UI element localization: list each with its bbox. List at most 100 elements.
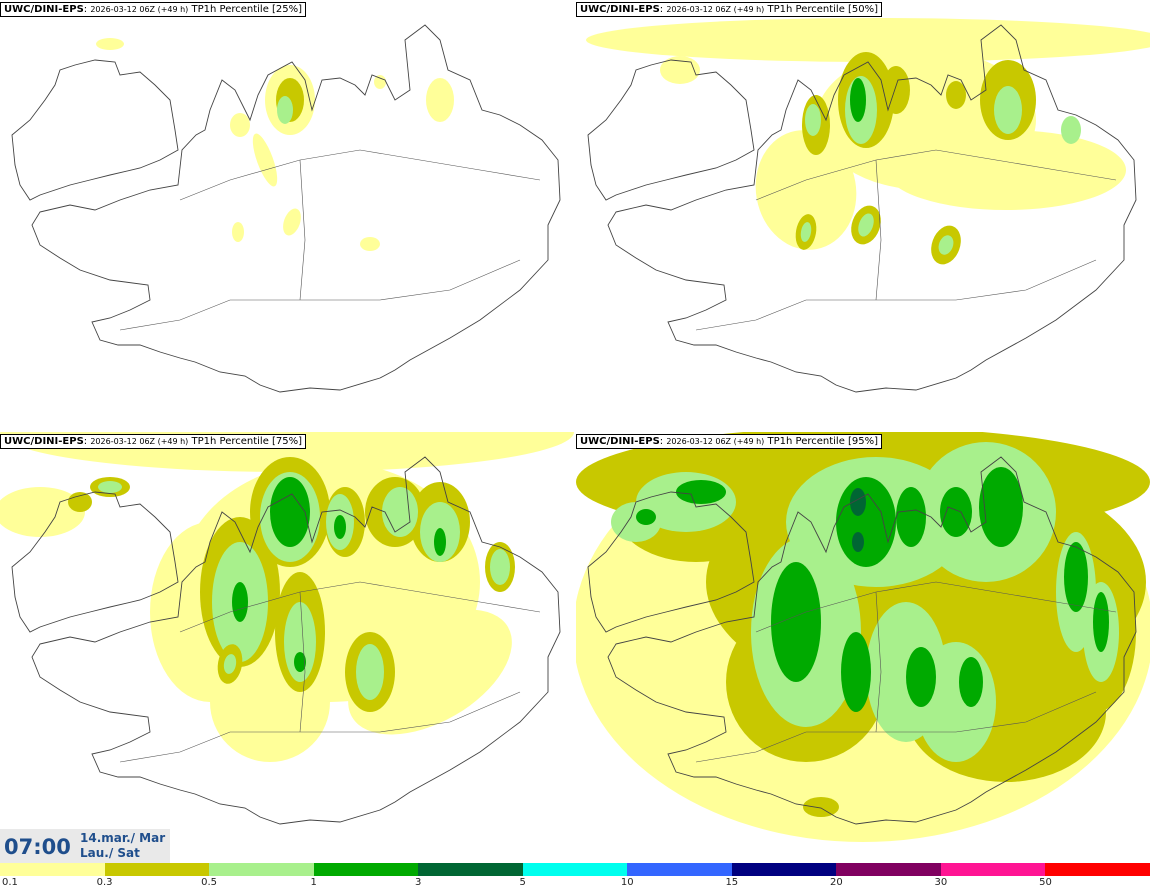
panel-source: UWC/DINI-EPS (4, 436, 84, 447)
road-line (755, 581, 1117, 633)
legend-label: 0.5 (201, 877, 218, 888)
precip-cell (356, 644, 384, 700)
precip-cell (270, 477, 310, 547)
precip-cell (660, 56, 700, 84)
panel-p75: UWC/DINI-EPS: 2026-03-12 06Z (+49 h) TP1… (0, 432, 574, 864)
precip-cell (223, 654, 237, 674)
valid-date-line1: 14.mar./ Mar (80, 831, 166, 845)
precip-cell (294, 652, 306, 672)
legend-swatch (1045, 863, 1150, 876)
precip-cell (858, 213, 874, 237)
color-legend-labels: 0.1 0.3 0.5 1 3 5 10 15 20 30 50 (0, 877, 1150, 891)
island-outline (607, 456, 1137, 825)
precip-cell (800, 222, 812, 242)
precip-cell (252, 133, 278, 187)
panel-field: TP1h Percentile [50%] (767, 4, 879, 15)
panel-run: 2026-03-12 06Z (+49 h) (90, 437, 189, 446)
precip-cell (896, 487, 926, 547)
precip-cell (850, 78, 866, 122)
island-outline (31, 24, 561, 393)
precip-cell (98, 481, 122, 493)
precip-cell (426, 78, 454, 122)
precip-cell (940, 487, 972, 537)
precip-cell (1064, 542, 1088, 612)
legend-swatch (522, 863, 628, 876)
precip-cell (636, 509, 656, 525)
legend-label: 50 (1039, 877, 1052, 888)
legend-label: 20 (829, 877, 843, 888)
precip-cell (852, 532, 864, 552)
legend-swatch (104, 863, 210, 876)
westfjords-outline (587, 491, 755, 633)
legend-label: 5 (519, 877, 526, 888)
precip-cell (382, 487, 418, 537)
panel-p25: UWC/DINI-EPS: 2026-03-12 06Z (+49 h) TP1… (0, 0, 574, 432)
panel-p50: UWC/DINI-EPS: 2026-03-12 06Z (+49 h) TP1… (576, 0, 1150, 432)
legend-swatch (418, 863, 523, 876)
precip-cell (946, 81, 966, 109)
legend-swatch (731, 863, 837, 876)
legend-label: 10 (620, 877, 634, 888)
precip-cell (586, 18, 1150, 62)
precip-cell (490, 549, 510, 585)
westfjords-outline (587, 59, 755, 201)
precip-cell (1093, 592, 1109, 652)
legend-swatch (209, 863, 314, 876)
precip-cell (277, 96, 293, 124)
panel-title: UWC/DINI-EPS: 2026-03-12 06Z (+49 h) TP1… (0, 2, 307, 17)
panel-field: TP1h Percentile [95%] (767, 436, 879, 447)
panel-title: UWC/DINI-EPS: 2026-03-12 06Z (+49 h) TP1… (576, 434, 883, 449)
panel-run: 2026-03-12 06Z (+49 h) (666, 5, 765, 14)
legend-label: 0.1 (2, 877, 18, 888)
panel-source: UWC/DINI-EPS (580, 436, 660, 447)
precip-cell (232, 582, 248, 622)
precip-cell (886, 130, 1126, 210)
legend-swatch (0, 863, 105, 876)
precip-cell (334, 515, 346, 539)
road-line (299, 159, 306, 301)
precip-cell (959, 657, 983, 707)
precip-cell (374, 75, 386, 89)
precip-cell (771, 562, 821, 682)
road-line (875, 159, 882, 301)
precip-cell (755, 130, 857, 250)
precip-cell (803, 797, 839, 817)
legend-label: 0.3 (96, 877, 113, 888)
precip-cell (938, 235, 954, 255)
panel-source: UWC/DINI-EPS (580, 4, 660, 15)
precip-cell (232, 222, 244, 242)
road-line (119, 259, 521, 331)
color-legend-bar (0, 863, 1150, 876)
legend-swatch (313, 863, 419, 876)
valid-time-box: 07:00 14.mar./ Mar Lau./ Sat (0, 829, 170, 863)
map-canvas (576, 432, 1150, 842)
precip-cell (360, 237, 380, 251)
precip-cell (68, 492, 92, 512)
island-outline (607, 24, 1137, 393)
westfjords-outline (11, 59, 179, 201)
legend-label: 3 (414, 877, 422, 888)
precip-cell (979, 467, 1023, 547)
valid-time: 07:00 (4, 835, 71, 859)
legend-label: 1 (310, 877, 317, 888)
legend-swatch (836, 863, 941, 876)
panel-run: 2026-03-12 06Z (+49 h) (666, 437, 765, 446)
precip-cell (1061, 116, 1081, 144)
precip-cell (850, 488, 866, 516)
precip-cell (434, 528, 446, 556)
precip-cell (836, 477, 896, 567)
precip-cell (805, 104, 821, 136)
map-canvas (586, 18, 1150, 393)
precip-cell (676, 480, 726, 504)
valid-date-line2: Lau./ Sat (80, 846, 140, 860)
road-line (179, 149, 541, 201)
panel-field: TP1h Percentile [75%] (191, 436, 303, 447)
panel-title: UWC/DINI-EPS: 2026-03-12 06Z (+49 h) TP1… (576, 2, 883, 17)
map-canvas (0, 432, 574, 825)
legend-swatch (940, 863, 1046, 876)
precip-cell (906, 647, 936, 707)
precip-cell (284, 602, 316, 682)
panel-p95: UWC/DINI-EPS: 2026-03-12 06Z (+49 h) TP1… (576, 432, 1150, 864)
westfjords-outline (11, 491, 179, 633)
precip-cell (841, 632, 871, 712)
